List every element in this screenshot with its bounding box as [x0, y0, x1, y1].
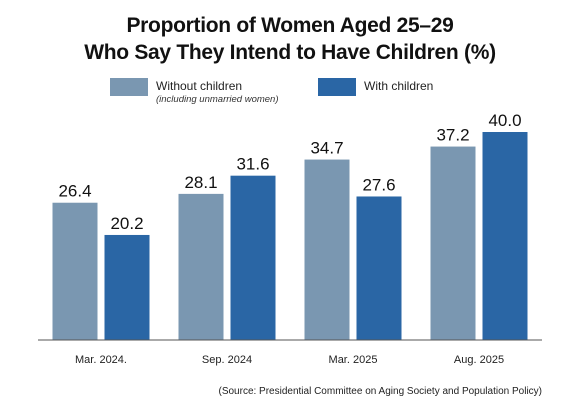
data-label-s1-1: 31.6 — [236, 155, 269, 174]
legend-swatch-without-children — [110, 78, 148, 96]
data-label-s1-0: 20.2 — [110, 214, 143, 233]
x-tick-label-2: Mar. 2025 — [329, 354, 378, 366]
bar-s0-0 — [52, 202, 98, 340]
bar-s1-0 — [104, 234, 150, 340]
x-tick-label-1: Sep. 2024 — [202, 354, 252, 366]
legend-item-without-children: Without children (including unmarried wo… — [110, 78, 279, 106]
data-label-s0-2: 34.7 — [310, 139, 343, 158]
data-label-s1-3: 40.0 — [488, 111, 521, 130]
legend-swatch-with-children — [318, 78, 356, 96]
bar-s1-2 — [356, 196, 402, 340]
data-label-s0-1: 28.1 — [184, 173, 217, 192]
bar-s0-1 — [178, 193, 224, 340]
legend-series-name-without-children: Without children — [156, 79, 243, 93]
legend-label-with-children: With children — [364, 78, 433, 94]
data-label-s0-3: 37.2 — [436, 126, 469, 145]
bar-s1-3 — [482, 132, 528, 340]
legend-item-with-children: With children — [318, 78, 433, 96]
chart-title-line-2: Who Say They Intend to Have Children (%) — [84, 41, 496, 64]
legend-label-without-children: Without children (including unmarried wo… — [156, 78, 279, 106]
bar-s1-1 — [230, 175, 276, 340]
chart-legend: Without children (including unmarried wo… — [0, 78, 580, 112]
legend-series-note: (including unmarried women) — [156, 94, 279, 105]
data-label-s0-0: 26.4 — [58, 182, 91, 201]
bar-s0-2 — [304, 159, 350, 340]
data-label-s1-2: 27.6 — [362, 175, 395, 194]
chart-title: Proportion of Women Aged 25–29 Who Say T… — [0, 12, 580, 66]
x-tick-label-3: Aug. 2025 — [454, 354, 504, 366]
bar-s0-3 — [430, 146, 476, 340]
source-note: (Source: Presidential Committee on Aging… — [218, 386, 542, 397]
x-tick-label-0: Mar. 2024. — [75, 354, 127, 366]
legend-series-name-with-children: With children — [364, 79, 434, 93]
chart-title-line-1: Proportion of Women Aged 25–29 — [126, 14, 454, 37]
